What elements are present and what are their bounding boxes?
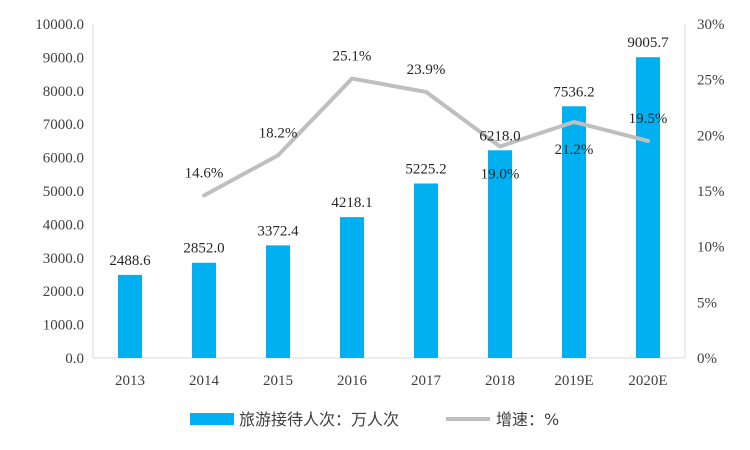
x-tick-label: 2016 [337,373,368,389]
bar [488,150,512,358]
axes: 0.0 1000.0 2000.0 3000.0 4000.0 5000.0 6000.0 7… [35,17,724,389]
line-value-label: 18.2% [259,125,298,141]
y-left-tick-label: 9000.0 [43,50,84,66]
bar-value-label: 7536.2 [553,84,594,100]
legend-bar-label: 旅游接待人次：万人次 [239,410,399,429]
y-right-tick-label: 5% [697,295,717,311]
bar-value-label: 3372.4 [257,223,299,239]
x-tick-label: 2020E [628,373,667,389]
x-tick-label: 2013 [115,373,145,389]
x-tick-label: 2015 [263,373,293,389]
line-value-label: 23.9% [407,62,446,78]
y-right-tick-label: 30% [697,17,725,33]
y-left-tick-label: 1000.0 [43,318,84,334]
legend-line-label: 增速：% [496,410,559,429]
y-left-tick-label: 6000.0 [43,151,84,167]
y-right-tick-label: 20% [697,128,725,144]
x-tick-label: 2018 [485,373,515,389]
bar [414,183,438,358]
line-value-label: 14.6% [185,165,224,181]
bar-value-label: 4218.1 [331,195,372,211]
bar-value-label: 6218.0 [479,128,520,144]
line-value-label: 21.2% [555,142,594,158]
x-tick-label: 2017 [411,373,442,389]
x-tick-label: 2014 [189,373,220,389]
bar [266,245,290,358]
bar [636,57,660,358]
y-left-tick-label: 8000.0 [43,84,84,100]
y-right-tick-label: 10% [697,240,725,256]
line-value-label: 25.1% [333,49,372,65]
y-left-tick-label: 5000.0 [43,184,84,200]
y-left-tick-label: 0.0 [65,351,84,367]
y-left-tick-label: 4000.0 [43,217,84,233]
y-right-tick-label: 15% [697,184,725,200]
bar [192,262,216,358]
bar-value-label: 2488.6 [109,253,151,269]
y-left-tick-label: 2000.0 [43,284,84,300]
legend: 旅游接待人次：万人次 增速：% [190,410,559,429]
x-tick-label: 2019E [554,373,593,389]
bar-value-label: 9005.7 [627,35,669,51]
bar [340,217,364,358]
y-right-tick-label: 25% [697,73,725,89]
y-left-tick-label: 10000.0 [35,17,84,33]
bar-value-label: 2852.0 [183,241,224,257]
bar-series [118,57,660,358]
data-labels: 2488.6 2852.0 3372.4 4218.1 5225.2 6218.0 7536… [109,35,669,269]
bar-value-label: 5225.2 [405,161,446,177]
bar [562,106,586,358]
bar [118,274,142,358]
y-left-tick-label: 3000.0 [43,251,84,267]
growth-line-series [202,76,650,198]
legend-bar-swatch [190,413,234,425]
y-right-tick-label: 0% [697,351,717,367]
y-left-tick-label: 7000.0 [43,117,84,133]
line-value-label: 19.5% [629,111,668,127]
line-value-label: 19.0% [481,166,520,182]
